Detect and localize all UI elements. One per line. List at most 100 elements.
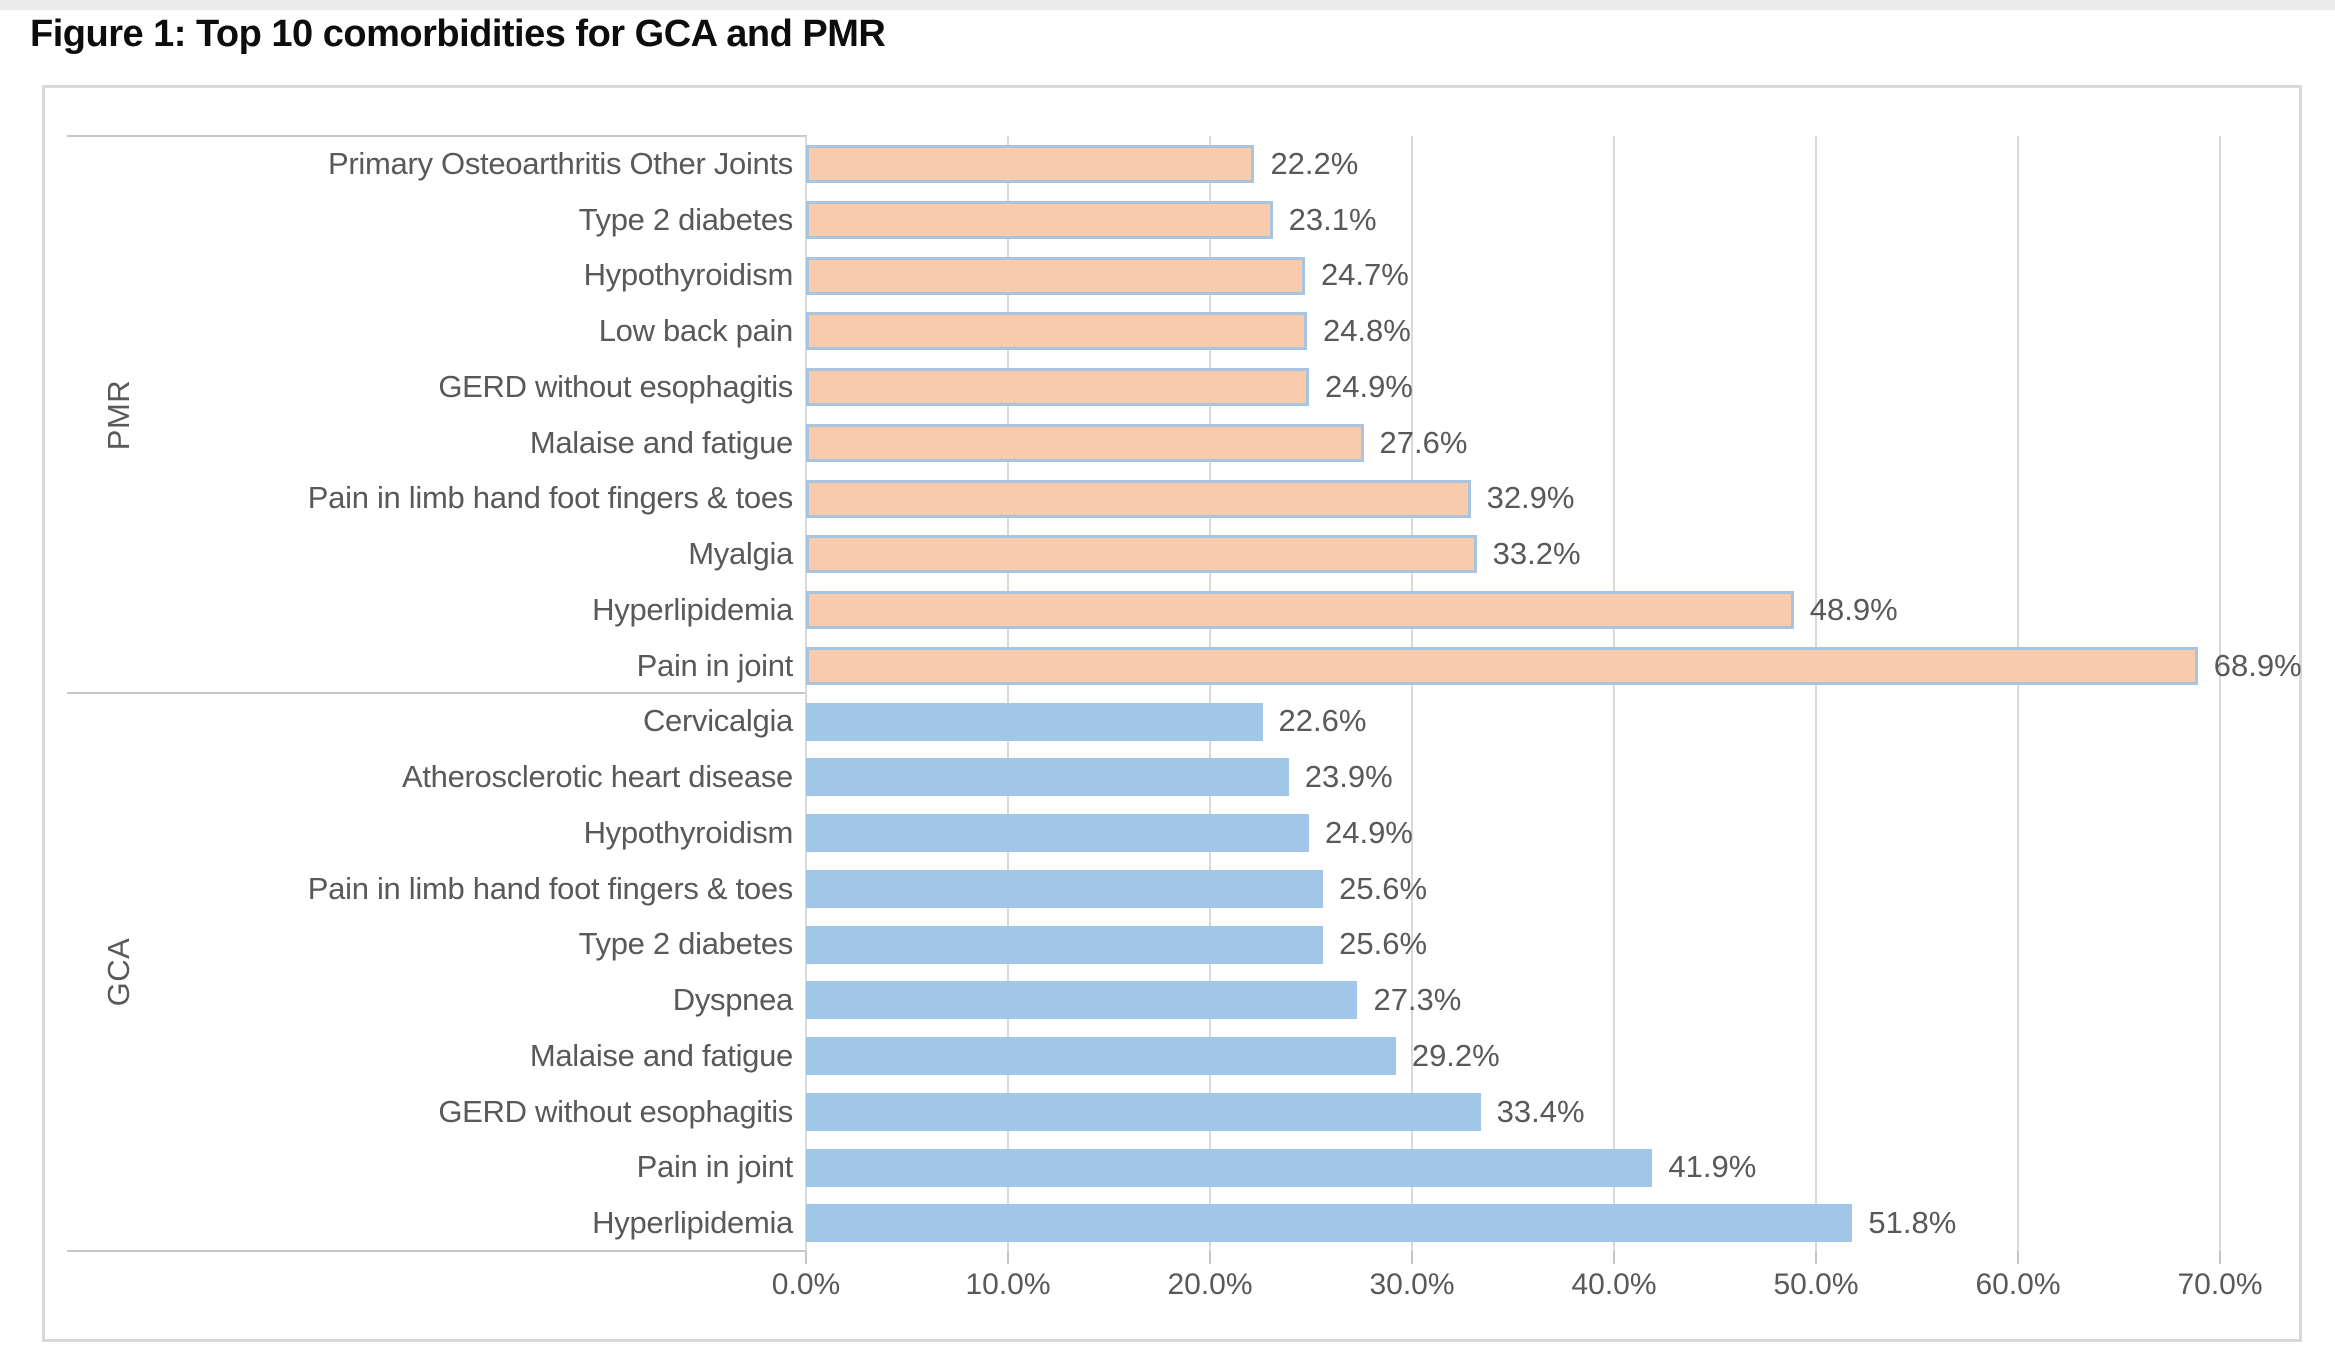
axis-tickmark-60	[2017, 1251, 2019, 1264]
axis-tickmark-0	[805, 1251, 807, 1264]
value-label: 51.8%	[1868, 1205, 1957, 1241]
chart-row: Type 2 diabetes 25.6%	[45, 917, 2297, 973]
category-label: GERD without esophagitis	[438, 1093, 793, 1129]
gridline-40	[1613, 136, 1615, 1251]
chart-row: Myalgia 33.2%	[45, 526, 2297, 582]
value-label: 24.9%	[1324, 368, 1413, 404]
category-label: Cervicalgia	[642, 703, 793, 739]
category-label: GERD without esophagitis	[438, 368, 793, 404]
bar-gca	[806, 925, 1324, 964]
chart-row: Hypothyroidism 24.9%	[45, 805, 2297, 861]
value-label: 23.9%	[1304, 759, 1393, 795]
category-label: Malaise and fatigue	[529, 424, 793, 460]
value-label: 29.2%	[1411, 1037, 1500, 1073]
x-axis-tick-label: 60.0%	[1975, 1268, 2061, 1301]
value-label: 22.6%	[1278, 703, 1367, 739]
axis-tickmark-10	[1007, 1251, 1009, 1264]
value-label: 25.6%	[1339, 870, 1428, 906]
bar-pmr	[806, 479, 1471, 518]
category-axis-top-line	[67, 135, 807, 137]
bar-gca	[806, 1037, 1396, 1075]
bar-gca	[806, 1148, 1653, 1187]
value-label: 24.7%	[1320, 257, 1409, 293]
chart-row: Pain in limb hand foot fingers & toes 25.…	[45, 861, 2297, 917]
gridline-60	[2017, 136, 2019, 1251]
x-axis-tick-label: 10.0%	[965, 1268, 1051, 1301]
chart-row: Malaise and fatigue 29.2%	[45, 1028, 2297, 1084]
x-axis-tick-label: 20.0%	[1167, 1268, 1253, 1301]
value-label: 33.2%	[1492, 536, 1581, 572]
chart-row: Hypothyroidism 24.7%	[45, 248, 2297, 304]
chart-row: Dyspnea 27.3%	[45, 972, 2297, 1028]
axis-tickmark-50	[1815, 1251, 1817, 1264]
category-label: Atherosclerotic heart disease	[401, 759, 793, 795]
gridline-70	[2219, 136, 2221, 1251]
bar-gca	[806, 869, 1324, 908]
bar-pmr	[806, 200, 1273, 239]
group-label-gca: GCA	[101, 937, 136, 1007]
chart-row: Hyperlipidemia 48.9%	[45, 582, 2297, 638]
chart-row: Primary Osteoarthritis Other Joints 22.2%	[45, 136, 2297, 192]
bar-pmr	[806, 256, 1305, 295]
chart-card: 0.0% 10.0% 20.0% 30.0% 40.0% 50.0% 60.0% 70.0% P…	[42, 85, 2302, 1342]
bar-pmr	[806, 312, 1307, 351]
category-label: Low back pain	[598, 313, 794, 349]
category-label: Hypothyroidism	[583, 814, 794, 850]
category-label: Primary Osteoarthritis Other Joints	[328, 145, 793, 181]
category-label: Pain in limb hand foot fingers & toes	[307, 480, 794, 516]
gridline-30	[1411, 136, 1413, 1251]
chart-row: GERD without esophagitis 33.4%	[45, 1084, 2297, 1140]
bar-pmr	[806, 591, 1794, 629]
bar-pmr	[806, 535, 1477, 574]
x-axis-tick-label: 70.0%	[2177, 1268, 2263, 1301]
value-label: 27.3%	[1373, 982, 1462, 1018]
category-label: Pain in joint	[636, 647, 794, 683]
chart-row: Pain in joint 41.9%	[45, 1140, 2297, 1196]
x-axis-tick-label: 30.0%	[1369, 1268, 1455, 1301]
bar-pmr	[806, 145, 1255, 183]
value-label: 48.9%	[1809, 591, 1898, 627]
value-label: 22.2%	[1270, 145, 1359, 181]
category-label: Type 2 diabetes	[578, 926, 794, 962]
axis-tickmark-30	[1411, 1251, 1413, 1264]
bar-gca	[806, 1092, 1481, 1131]
gridline-10	[1007, 136, 1009, 1251]
bar-gca	[806, 814, 1309, 852]
axis-tickmark-20	[1209, 1251, 1211, 1264]
window-top-strip	[0, 0, 2335, 10]
chart-row: Low back pain 24.8%	[45, 303, 2297, 359]
category-label: Hyperlipidemia	[592, 1205, 793, 1241]
axis-tickmark-40	[1613, 1251, 1615, 1264]
value-label: 24.8%	[1322, 313, 1411, 349]
category-label: Hyperlipidemia	[592, 591, 793, 627]
x-axis-tick-label: 40.0%	[1571, 1268, 1657, 1301]
bar-pmr	[806, 646, 2198, 685]
value-label: 23.1%	[1288, 201, 1377, 237]
bar-gca	[806, 981, 1358, 1020]
value-label: 32.9%	[1486, 480, 1575, 516]
category-label: Malaise and fatigue	[529, 1037, 793, 1073]
bar-gca	[806, 702, 1263, 741]
chart-row: Hyperlipidemia 51.8%	[45, 1195, 2297, 1251]
value-label: 27.6%	[1379, 424, 1468, 460]
value-label: 25.6%	[1339, 926, 1428, 962]
category-label: Dyspnea	[672, 982, 794, 1018]
bar-pmr	[806, 423, 1364, 462]
category-axis-bottom-line	[67, 1250, 807, 1252]
category-label: Type 2 diabetes	[578, 201, 794, 237]
x-axis-tick-label: 50.0%	[1773, 1268, 1859, 1301]
category-label: Hypothyroidism	[583, 257, 794, 293]
chart-row: Cervicalgia 22.6%	[45, 694, 2297, 750]
chart-row: Type 2 diabetes 23.1%	[45, 192, 2297, 248]
group-label-pmr: PMR	[101, 379, 136, 450]
bar-pmr	[806, 368, 1309, 406]
gridline-0	[805, 136, 807, 1251]
chart-row: Malaise and fatigue 27.6%	[45, 415, 2297, 471]
chart-row: Atherosclerotic heart disease 23.9%	[45, 749, 2297, 805]
axis-tickmark-70	[2219, 1251, 2221, 1264]
category-label: Myalgia	[688, 536, 793, 572]
value-label: 24.9%	[1324, 814, 1413, 850]
category-label: Pain in limb hand foot fingers & toes	[307, 870, 794, 906]
group-divider-line	[67, 692, 807, 694]
